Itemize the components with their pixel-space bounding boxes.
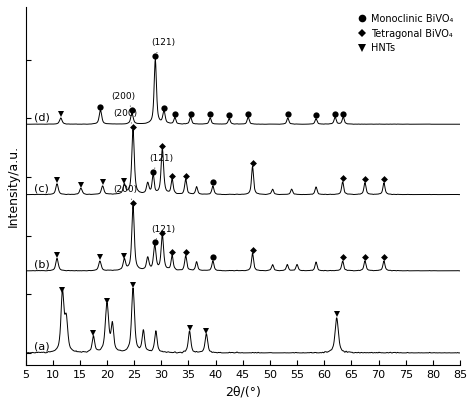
Text: (121): (121): [149, 154, 173, 168]
X-axis label: 2θ/(°): 2θ/(°): [225, 385, 261, 398]
Text: (d): (d): [34, 113, 49, 123]
Text: (c): (c): [34, 183, 48, 193]
Text: (200): (200): [113, 109, 137, 123]
Text: (a): (a): [34, 341, 49, 352]
Legend: Monoclinic BiVO₄, Tetragonal BiVO₄, HNTs: Monoclinic BiVO₄, Tetragonal BiVO₄, HNTs: [355, 12, 455, 55]
Text: (121): (121): [151, 38, 175, 53]
Y-axis label: Intensity/a.u.: Intensity/a.u.: [7, 145, 20, 227]
Text: (200): (200): [112, 92, 136, 106]
Text: (200): (200): [113, 185, 137, 199]
Text: (121): (121): [151, 225, 175, 239]
Text: (b): (b): [34, 259, 49, 269]
